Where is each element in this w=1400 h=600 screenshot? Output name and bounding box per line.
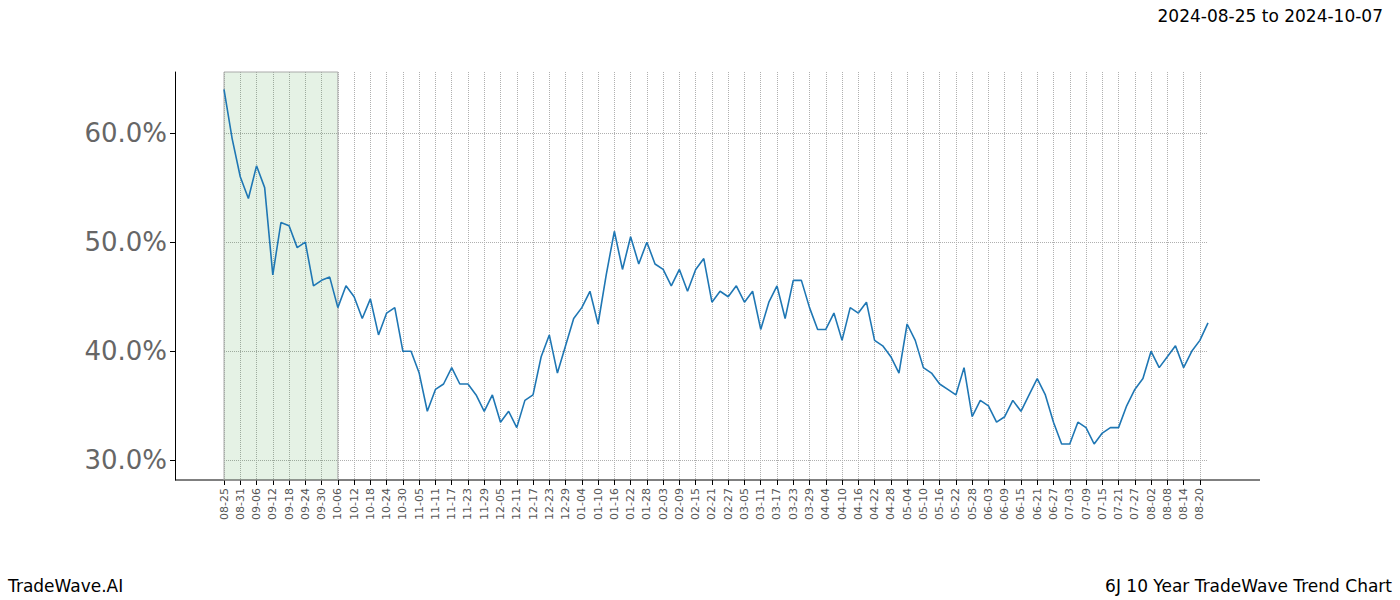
svg-text:30.0%: 30.0% xyxy=(84,445,167,475)
svg-text:02-21: 02-21 xyxy=(705,488,718,520)
svg-text:03-11: 03-11 xyxy=(754,488,767,520)
svg-text:03-05: 03-05 xyxy=(738,488,751,520)
svg-text:08-31: 08-31 xyxy=(234,488,247,520)
svg-text:09-12: 09-12 xyxy=(266,488,279,520)
svg-text:11-29: 11-29 xyxy=(478,488,491,520)
svg-text:09-18: 09-18 xyxy=(283,488,296,520)
svg-text:01-16: 01-16 xyxy=(608,488,621,520)
svg-text:10-24: 10-24 xyxy=(380,488,393,520)
svg-text:01-28: 01-28 xyxy=(640,488,653,520)
svg-text:04-04: 04-04 xyxy=(819,488,832,520)
svg-text:12-11: 12-11 xyxy=(510,488,523,520)
svg-text:01-22: 01-22 xyxy=(624,488,637,520)
svg-text:08-08: 08-08 xyxy=(1161,488,1174,520)
svg-text:02-27: 02-27 xyxy=(722,488,735,520)
svg-text:03-23: 03-23 xyxy=(787,488,800,520)
svg-text:07-27: 07-27 xyxy=(1128,488,1141,520)
svg-text:06-27: 06-27 xyxy=(1047,488,1060,520)
svg-text:11-11: 11-11 xyxy=(429,488,442,520)
svg-text:12-17: 12-17 xyxy=(527,488,540,520)
svg-text:05-28: 05-28 xyxy=(966,488,979,520)
svg-text:05-10: 05-10 xyxy=(917,488,930,520)
svg-text:04-10: 04-10 xyxy=(836,488,849,520)
svg-text:08-14: 08-14 xyxy=(1177,488,1190,520)
svg-text:08-20: 08-20 xyxy=(1193,488,1206,520)
svg-text:11-17: 11-17 xyxy=(445,488,458,520)
svg-text:2024-08-25 to 2024-10-07: 2024-08-25 to 2024-10-07 xyxy=(1158,6,1383,26)
svg-text:01-04: 01-04 xyxy=(575,488,588,520)
svg-text:40.0%: 40.0% xyxy=(84,336,167,366)
svg-text:06-09: 06-09 xyxy=(998,488,1011,520)
svg-text:02-15: 02-15 xyxy=(689,488,702,520)
svg-text:08-02: 08-02 xyxy=(1145,488,1158,520)
svg-text:04-28: 04-28 xyxy=(884,488,897,520)
svg-text:10-06: 10-06 xyxy=(331,488,344,520)
svg-text:02-03: 02-03 xyxy=(657,488,670,520)
svg-text:06-21: 06-21 xyxy=(1031,488,1044,520)
svg-text:11-23: 11-23 xyxy=(461,488,474,520)
svg-text:10-30: 10-30 xyxy=(396,488,409,520)
svg-text:10-12: 10-12 xyxy=(348,488,361,520)
svg-text:02-09: 02-09 xyxy=(673,488,686,520)
svg-text:12-29: 12-29 xyxy=(559,488,572,520)
svg-text:09-30: 09-30 xyxy=(315,488,328,520)
svg-text:07-03: 07-03 xyxy=(1063,488,1076,520)
svg-text:05-16: 05-16 xyxy=(933,488,946,520)
svg-text:06-15: 06-15 xyxy=(1014,488,1027,520)
svg-text:07-09: 07-09 xyxy=(1080,488,1093,520)
svg-text:04-16: 04-16 xyxy=(852,488,865,520)
svg-text:07-21: 07-21 xyxy=(1112,488,1125,520)
svg-text:08-25: 08-25 xyxy=(218,488,231,520)
svg-text:09-24: 09-24 xyxy=(299,488,312,520)
svg-text:04-22: 04-22 xyxy=(868,488,881,520)
svg-text:TradeWave.AI: TradeWave.AI xyxy=(7,576,123,596)
svg-text:03-29: 03-29 xyxy=(803,488,816,520)
svg-text:12-23: 12-23 xyxy=(543,488,556,520)
svg-text:07-15: 07-15 xyxy=(1096,488,1109,520)
svg-text:03-17: 03-17 xyxy=(770,488,783,520)
svg-text:12-05: 12-05 xyxy=(494,488,507,520)
svg-text:05-22: 05-22 xyxy=(949,488,962,520)
svg-text:60.0%: 60.0% xyxy=(84,118,167,148)
svg-text:05-04: 05-04 xyxy=(901,488,914,520)
svg-text:6J 10 Year TradeWave Trend Cha: 6J 10 Year TradeWave Trend Chart xyxy=(1105,576,1392,596)
svg-text:06-03: 06-03 xyxy=(982,488,995,520)
svg-text:50.0%: 50.0% xyxy=(84,227,167,257)
svg-text:01-10: 01-10 xyxy=(592,488,605,520)
svg-text:09-06: 09-06 xyxy=(250,488,263,520)
svg-text:10-18: 10-18 xyxy=(364,488,377,520)
svg-text:11-05: 11-05 xyxy=(413,488,426,520)
